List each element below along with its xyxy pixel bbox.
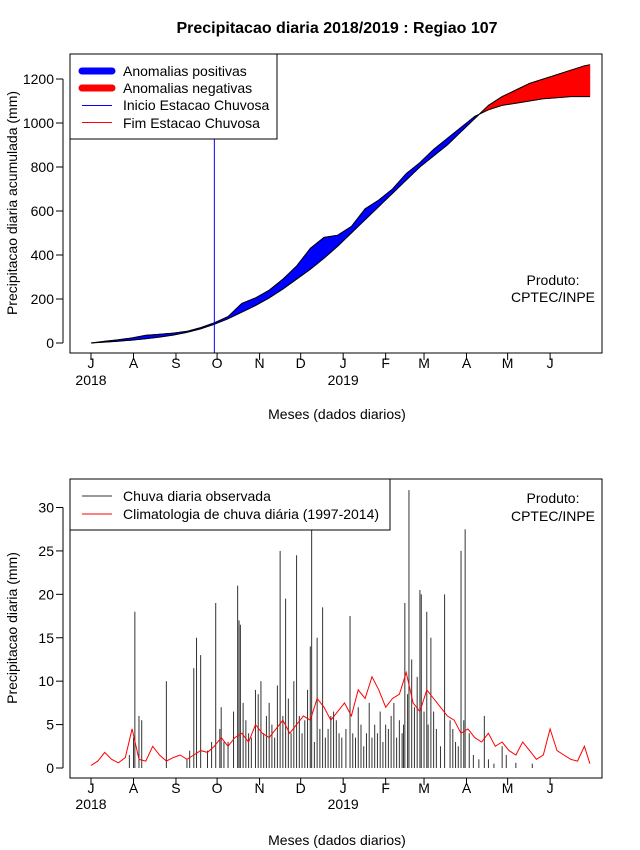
y-tick-label: 800 (31, 159, 55, 175)
x-tick-label: S (171, 355, 180, 371)
year-label: 2019 (328, 796, 359, 812)
y-tick-label: 25 (38, 543, 54, 559)
legend-label-climatology: Climatologia de chuva diária (1997-2014) (123, 506, 379, 522)
x-tick-label: S (171, 780, 180, 796)
y-tick-label: 200 (31, 291, 55, 307)
y-axis: 0 5 10 15 20 25 30 (38, 500, 64, 776)
climatology-cumulative-line (90, 64, 590, 344)
x-tick-label: J (547, 780, 554, 796)
legend: Anomalias positivas Anomalias negativas … (69, 53, 278, 140)
y-tick-label: 0 (46, 760, 54, 776)
year-label: 2019 (328, 372, 359, 388)
y-tick-label: 400 (31, 247, 55, 263)
year-label: 2018 (75, 372, 106, 388)
x-tick-label: A (129, 355, 139, 371)
x-tick-label: N (255, 355, 265, 371)
y-tick-label: 600 (31, 203, 55, 219)
x-tick-label: D (296, 355, 306, 371)
x-tick-label: J (547, 355, 554, 371)
x-tick-label: A (462, 780, 472, 796)
y-tick-label: 5 (46, 717, 54, 733)
x-tick-label: A (129, 780, 139, 796)
legend: Chuva diaria observada Climatologia de c… (69, 478, 391, 531)
product-label-line-1: Produto: (527, 490, 580, 506)
y-tick-label: 1000 (23, 115, 54, 131)
observed-bars (128, 490, 533, 768)
y-tick-label: 10 (38, 673, 54, 689)
x-tick-label: O (212, 355, 223, 371)
y-tick-label: 30 (38, 500, 54, 516)
x-tick-label: M (418, 780, 430, 796)
x-tick-label: O (212, 780, 223, 796)
y-axis-label: Precipitacao diaria acumulada (mm) (4, 91, 20, 315)
y-tick-label: 0 (46, 335, 54, 351)
legend-box (69, 478, 391, 531)
product-label-line-2: CPTEC/INPE (511, 508, 595, 524)
x-axis-label: Meses (dados diarios) (268, 832, 406, 848)
x-tick-label: J (340, 780, 347, 796)
x-tick-label: D (296, 780, 306, 796)
x-tick-label: M (502, 355, 514, 371)
x-tick-label: M (502, 780, 514, 796)
x-tick-label: M (418, 355, 430, 371)
y-tick-label: 20 (38, 586, 54, 602)
y-tick-label: 1200 (23, 71, 54, 87)
x-tick-label: J (340, 355, 347, 371)
anomaly-segment (588, 64, 591, 97)
x-tick-label: N (255, 780, 265, 796)
x-tick-label: J (88, 780, 95, 796)
x-tick-label: A (462, 355, 472, 371)
y-tick-label: 15 (38, 630, 54, 646)
product-label-line-1: Produto: (527, 272, 580, 288)
x-tick-label: F (381, 355, 390, 371)
legend-label-observed: Chuva diaria observada (123, 488, 271, 504)
legend-label-season-end: Fim Estacao Chuvosa (123, 115, 260, 131)
observed-cumulative-line (90, 96, 590, 344)
year-label: 2018 (75, 796, 106, 812)
product-label-line-2: CPTEC/INPE (511, 289, 595, 305)
figure-title: Precipitacao diaria 2018/2019 : Regiao 1… (176, 20, 497, 37)
legend-label-negative: Anomalias negativas (123, 80, 252, 96)
x-tick-label: F (381, 780, 390, 796)
legend-label-positive: Anomalias positivas (123, 63, 247, 79)
y-axis-label: Precipitacao diaria (mm) (4, 552, 20, 704)
climatology-daily-line (90, 670, 591, 766)
x-axis-label: Meses (dados diarios) (268, 406, 406, 422)
legend-label-season-start: Inicio Estacao Chuvosa (123, 97, 270, 113)
y-axis: 0 200 400 600 800 1000 1200 (23, 71, 64, 351)
climatology-line (90, 670, 591, 766)
x-tick-label: J (88, 355, 95, 371)
